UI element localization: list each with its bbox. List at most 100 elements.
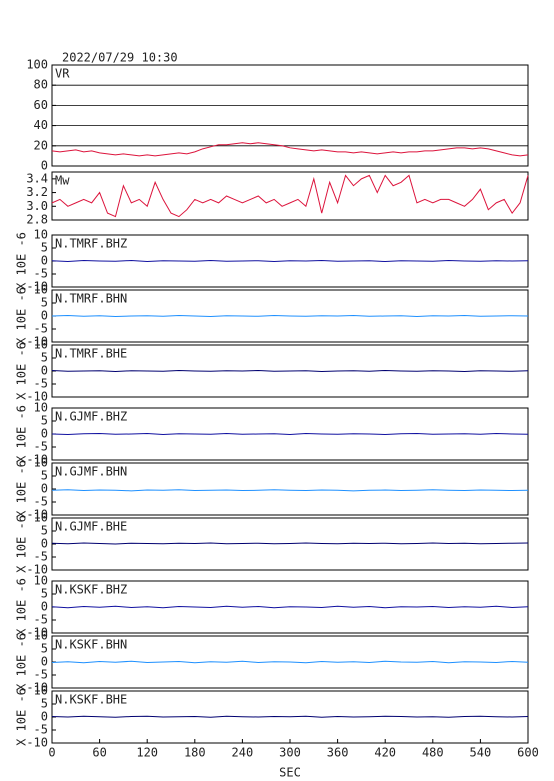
y-tick-label: -10 [26, 681, 48, 695]
y-tick-label: 0 [41, 482, 48, 496]
y-tick-label: 5 [41, 524, 48, 538]
trace [51, 432, 529, 436]
y-tick-label: 2.8 [26, 213, 48, 227]
y-tick-label: -5 [34, 267, 48, 281]
y-axis-label: X 10E -6 [15, 688, 29, 746]
panel-frame [51, 64, 529, 167]
y-tick-label: 40 [34, 118, 48, 132]
y-axis-label: X 10E -6 [15, 515, 29, 573]
x-tick-label: 240 [232, 746, 254, 760]
panel-label: N.KSKF.BHN [55, 638, 127, 652]
y-tick-label: 5 [41, 241, 48, 255]
y-tick-label: -5 [34, 550, 48, 564]
panel-label: N.GJMF.BHN [55, 465, 127, 479]
y-tick-label: 10 [34, 456, 48, 470]
panel-label: Mw [55, 174, 70, 188]
y-tick-label: -5 [34, 723, 48, 737]
y-tick-label: -10 [26, 453, 48, 467]
y-tick-label: 5 [41, 697, 48, 711]
y-tick-label: 5 [41, 414, 48, 428]
y-tick-label: -5 [34, 495, 48, 509]
y-tick-label: 0 [41, 427, 48, 441]
y-tick-label: -5 [34, 668, 48, 682]
panel-label: N.KSKF.BHE [55, 693, 127, 707]
y-tick-label: 10 [34, 283, 48, 297]
y-tick-label: -10 [26, 736, 48, 750]
y-tick-label: 0 [41, 364, 48, 378]
y-tick-label: 80 [34, 78, 48, 92]
y-tick-label: 0 [41, 159, 48, 173]
y-axis-label: X 10E -6 [15, 460, 29, 518]
panel-label: N.TMRF.BHE [55, 347, 127, 361]
panel-label: N.GJMF.BHE [55, 520, 127, 534]
y-tick-label: -5 [34, 613, 48, 627]
y-tick-label: 10 [34, 511, 48, 525]
y-tick-label: 5 [41, 642, 48, 656]
y-axis-label: X 10E -6 [15, 232, 29, 290]
y-tick-label: -10 [26, 563, 48, 577]
y-tick-label: 10 [34, 629, 48, 643]
x-axis-label: SEC [279, 766, 301, 780]
trace [51, 142, 529, 157]
x-tick-label: 480 [422, 746, 444, 760]
y-tick-label: 5 [41, 587, 48, 601]
panel-label: N.TMRF.BHZ [55, 237, 127, 251]
y-tick-label: 0 [41, 710, 48, 724]
y-tick-label: -10 [26, 390, 48, 404]
x-tick-label: 60 [92, 746, 106, 760]
trace [51, 174, 529, 218]
y-tick-label: 0 [41, 600, 48, 614]
y-tick-label: -5 [34, 322, 48, 336]
y-tick-label: 10 [34, 574, 48, 588]
x-tick-label: 600 [517, 746, 539, 760]
x-tick-label: 300 [279, 746, 301, 760]
y-tick-label: 3.0 [26, 199, 48, 213]
y-axis-label: X 10E -6 [15, 342, 29, 400]
trace [51, 715, 529, 718]
y-axis-label: X 10E -6 [15, 405, 29, 463]
trace [51, 542, 529, 545]
trace [51, 605, 529, 609]
y-tick-label: 5 [41, 469, 48, 483]
trace [51, 314, 529, 318]
y-tick-label: 0 [41, 254, 48, 268]
panel-frame [51, 171, 529, 221]
y-tick-label: 3.4 [26, 171, 48, 185]
y-tick-label: -10 [26, 280, 48, 294]
y-tick-label: 5 [41, 296, 48, 310]
trace [51, 259, 529, 263]
y-tick-label: -10 [26, 508, 48, 522]
panel-label: N.GJMF.BHZ [55, 410, 127, 424]
x-tick-label: 360 [327, 746, 349, 760]
x-tick-label: 420 [374, 746, 396, 760]
y-tick-label: 0 [41, 537, 48, 551]
x-tick-label: 540 [470, 746, 492, 760]
x-tick-label: 180 [184, 746, 206, 760]
y-axis-label: X 10E -6 [15, 633, 29, 691]
chart-title: 2022/07/29 10:30 [62, 51, 178, 65]
trace [51, 489, 529, 492]
y-tick-label: -10 [26, 335, 48, 349]
x-tick-label: 120 [136, 746, 158, 760]
y-tick-label: 10 [34, 228, 48, 242]
panel-label: VR [55, 67, 70, 81]
x-tick-label: 0 [48, 746, 55, 760]
y-tick-label: 10 [34, 338, 48, 352]
y-axis-label: X 10E -6 [15, 287, 29, 345]
y-axis-label: X 10E -6 [15, 578, 29, 636]
y-tick-label: 10 [34, 401, 48, 415]
y-tick-label: -10 [26, 626, 48, 640]
trace [51, 369, 529, 373]
y-tick-label: 5 [41, 351, 48, 365]
y-tick-label: 60 [34, 98, 48, 112]
y-tick-label: 0 [41, 655, 48, 669]
y-tick-label: 20 [34, 138, 48, 152]
y-tick-label: 100 [26, 58, 48, 72]
y-tick-label: 10 [34, 684, 48, 698]
y-tick-label: 3.2 [26, 185, 48, 199]
y-tick-label: 0 [41, 309, 48, 323]
y-tick-label: -5 [34, 440, 48, 454]
panel-label: N.KSKF.BHZ [55, 583, 127, 597]
y-tick-label: -5 [34, 377, 48, 391]
